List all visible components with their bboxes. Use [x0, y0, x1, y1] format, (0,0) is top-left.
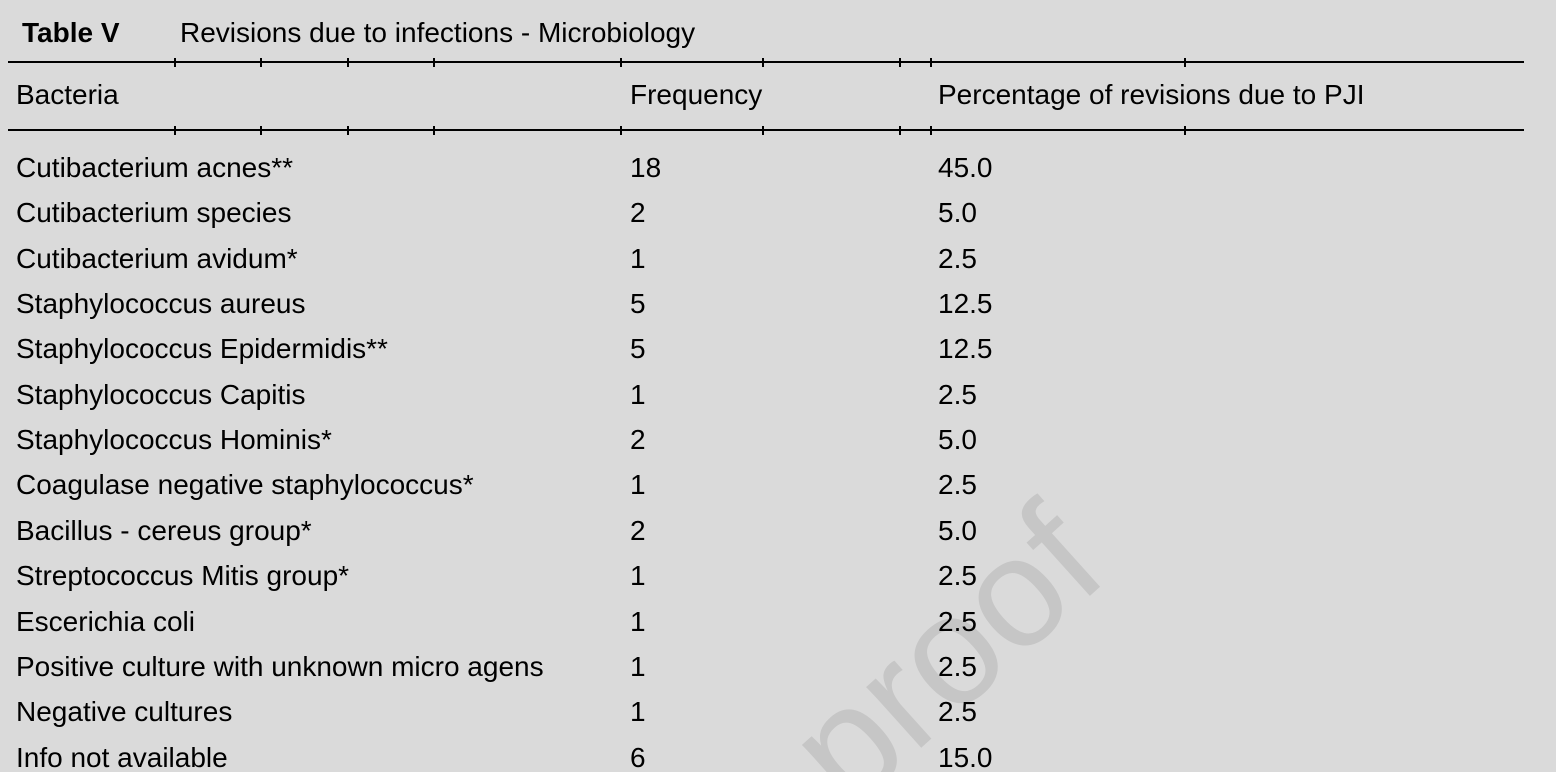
cell-bacteria: Staphylococcus aureus — [16, 288, 306, 319]
table-title: Revisions due to infections - Microbiolo… — [180, 17, 696, 48]
cell-bacteria: Negative cultures — [16, 696, 233, 727]
cell-percentage: 5.0 — [938, 197, 977, 228]
cell-percentage: 5.0 — [938, 424, 977, 455]
rule-tick — [174, 125, 176, 135]
cell-bacteria: Positive culture with unknown micro agen… — [16, 651, 544, 682]
cell-percentage: 45.0 — [938, 152, 993, 183]
cell-percentage: 12.5 — [938, 333, 993, 364]
cell-percentage: 2.5 — [938, 651, 977, 682]
table-number: Table V — [22, 17, 120, 48]
cell-bacteria: Cutibacterium avidum* — [16, 243, 298, 274]
cell-frequency: 6 — [630, 742, 646, 772]
table-row: Cutibacterium acnes** 18 45.0 — [0, 151, 1556, 185]
cell-bacteria: Staphylococcus Capitis — [16, 379, 306, 410]
rule-tick — [620, 125, 622, 135]
header-rule — [8, 129, 1524, 131]
cell-frequency: 1 — [630, 379, 646, 410]
table-row: Staphylococcus Epidermidis** 5 12.5 — [0, 332, 1556, 366]
table-row: Info not available 6 15.0 — [0, 741, 1556, 772]
cell-percentage: 15.0 — [938, 742, 993, 772]
cell-bacteria: Staphylococcus Hominis* — [16, 424, 332, 455]
rule-tick — [1184, 57, 1186, 67]
rule-tick — [899, 125, 901, 135]
cell-percentage: 2.5 — [938, 696, 977, 727]
cell-frequency: 1 — [630, 560, 646, 591]
cell-frequency: 5 — [630, 288, 646, 319]
rule-tick — [347, 57, 349, 67]
cell-frequency: 1 — [630, 651, 646, 682]
table-row: Escerichia coli 1 2.5 — [0, 605, 1556, 639]
table-row: Streptococcus Mitis group* 1 2.5 — [0, 559, 1556, 593]
table-row: Positive culture with unknown micro agen… — [0, 650, 1556, 684]
cell-percentage: 2.5 — [938, 469, 977, 500]
cell-frequency: 5 — [630, 333, 646, 364]
cell-bacteria: Cutibacterium acnes** — [16, 152, 294, 183]
cell-percentage: 2.5 — [938, 243, 977, 274]
table-row: Coagulase negative staphylococcus* 1 2.5 — [0, 468, 1556, 502]
cell-frequency: 2 — [630, 424, 646, 455]
rule-tick — [762, 125, 764, 135]
table-row: Cutibacterium species 2 5.0 — [0, 196, 1556, 230]
cell-bacteria: Staphylococcus Epidermidis** — [16, 333, 388, 364]
cell-frequency: 18 — [630, 152, 662, 183]
table-row: Staphylococcus aureus 5 12.5 — [0, 287, 1556, 321]
rule-tick — [260, 125, 262, 135]
cell-frequency: 1 — [630, 696, 646, 727]
rule-tick — [930, 57, 932, 67]
rule-tick — [620, 57, 622, 67]
table-row: Cutibacterium avidum* 1 2.5 — [0, 242, 1556, 276]
table-row: Negative cultures 1 2.5 — [0, 695, 1556, 729]
cell-frequency: 1 — [630, 243, 646, 274]
cell-bacteria: Bacillus - cereus group* — [16, 515, 312, 546]
table-row: Bacillus - cereus group* 2 5.0 — [0, 514, 1556, 548]
column-header-frequency: Frequency — [630, 79, 763, 110]
cell-percentage: 5.0 — [938, 515, 977, 546]
rule-tick — [930, 125, 932, 135]
cell-bacteria: Escerichia coli — [16, 606, 195, 637]
cell-frequency: 2 — [630, 515, 646, 546]
cell-bacteria: Coagulase negative staphylococcus* — [16, 469, 474, 500]
top-rule — [8, 61, 1524, 63]
column-header-bacteria: Bacteria — [16, 79, 119, 110]
cell-frequency: 2 — [630, 197, 646, 228]
table-row: Staphylococcus Hominis* 2 5.0 — [0, 423, 1556, 457]
rule-tick — [762, 57, 764, 67]
table-row: Staphylococcus Capitis 1 2.5 — [0, 378, 1556, 412]
cell-percentage: 12.5 — [938, 288, 993, 319]
rule-tick — [260, 57, 262, 67]
cell-percentage: 2.5 — [938, 560, 977, 591]
cell-bacteria: Cutibacterium species — [16, 197, 292, 228]
column-header-percentage: Percentage of revisions due to PJI — [938, 79, 1365, 110]
cell-percentage: 2.5 — [938, 606, 977, 637]
rule-tick — [347, 125, 349, 135]
cell-frequency: 1 — [630, 469, 646, 500]
rule-tick — [174, 57, 176, 67]
table-caption-row: Table V Revisions due to infections - Mi… — [0, 16, 1556, 50]
cell-bacteria: Streptococcus Mitis group* — [16, 560, 350, 591]
cell-percentage: 2.5 — [938, 379, 977, 410]
rule-tick — [433, 57, 435, 67]
rule-tick — [433, 125, 435, 135]
cell-frequency: 1 — [630, 606, 646, 637]
rule-tick — [1184, 125, 1186, 135]
rule-tick — [899, 57, 901, 67]
table-header-row: Bacteria Frequency Percentage of revisio… — [0, 78, 1556, 112]
cell-bacteria: Info not available — [16, 742, 228, 772]
